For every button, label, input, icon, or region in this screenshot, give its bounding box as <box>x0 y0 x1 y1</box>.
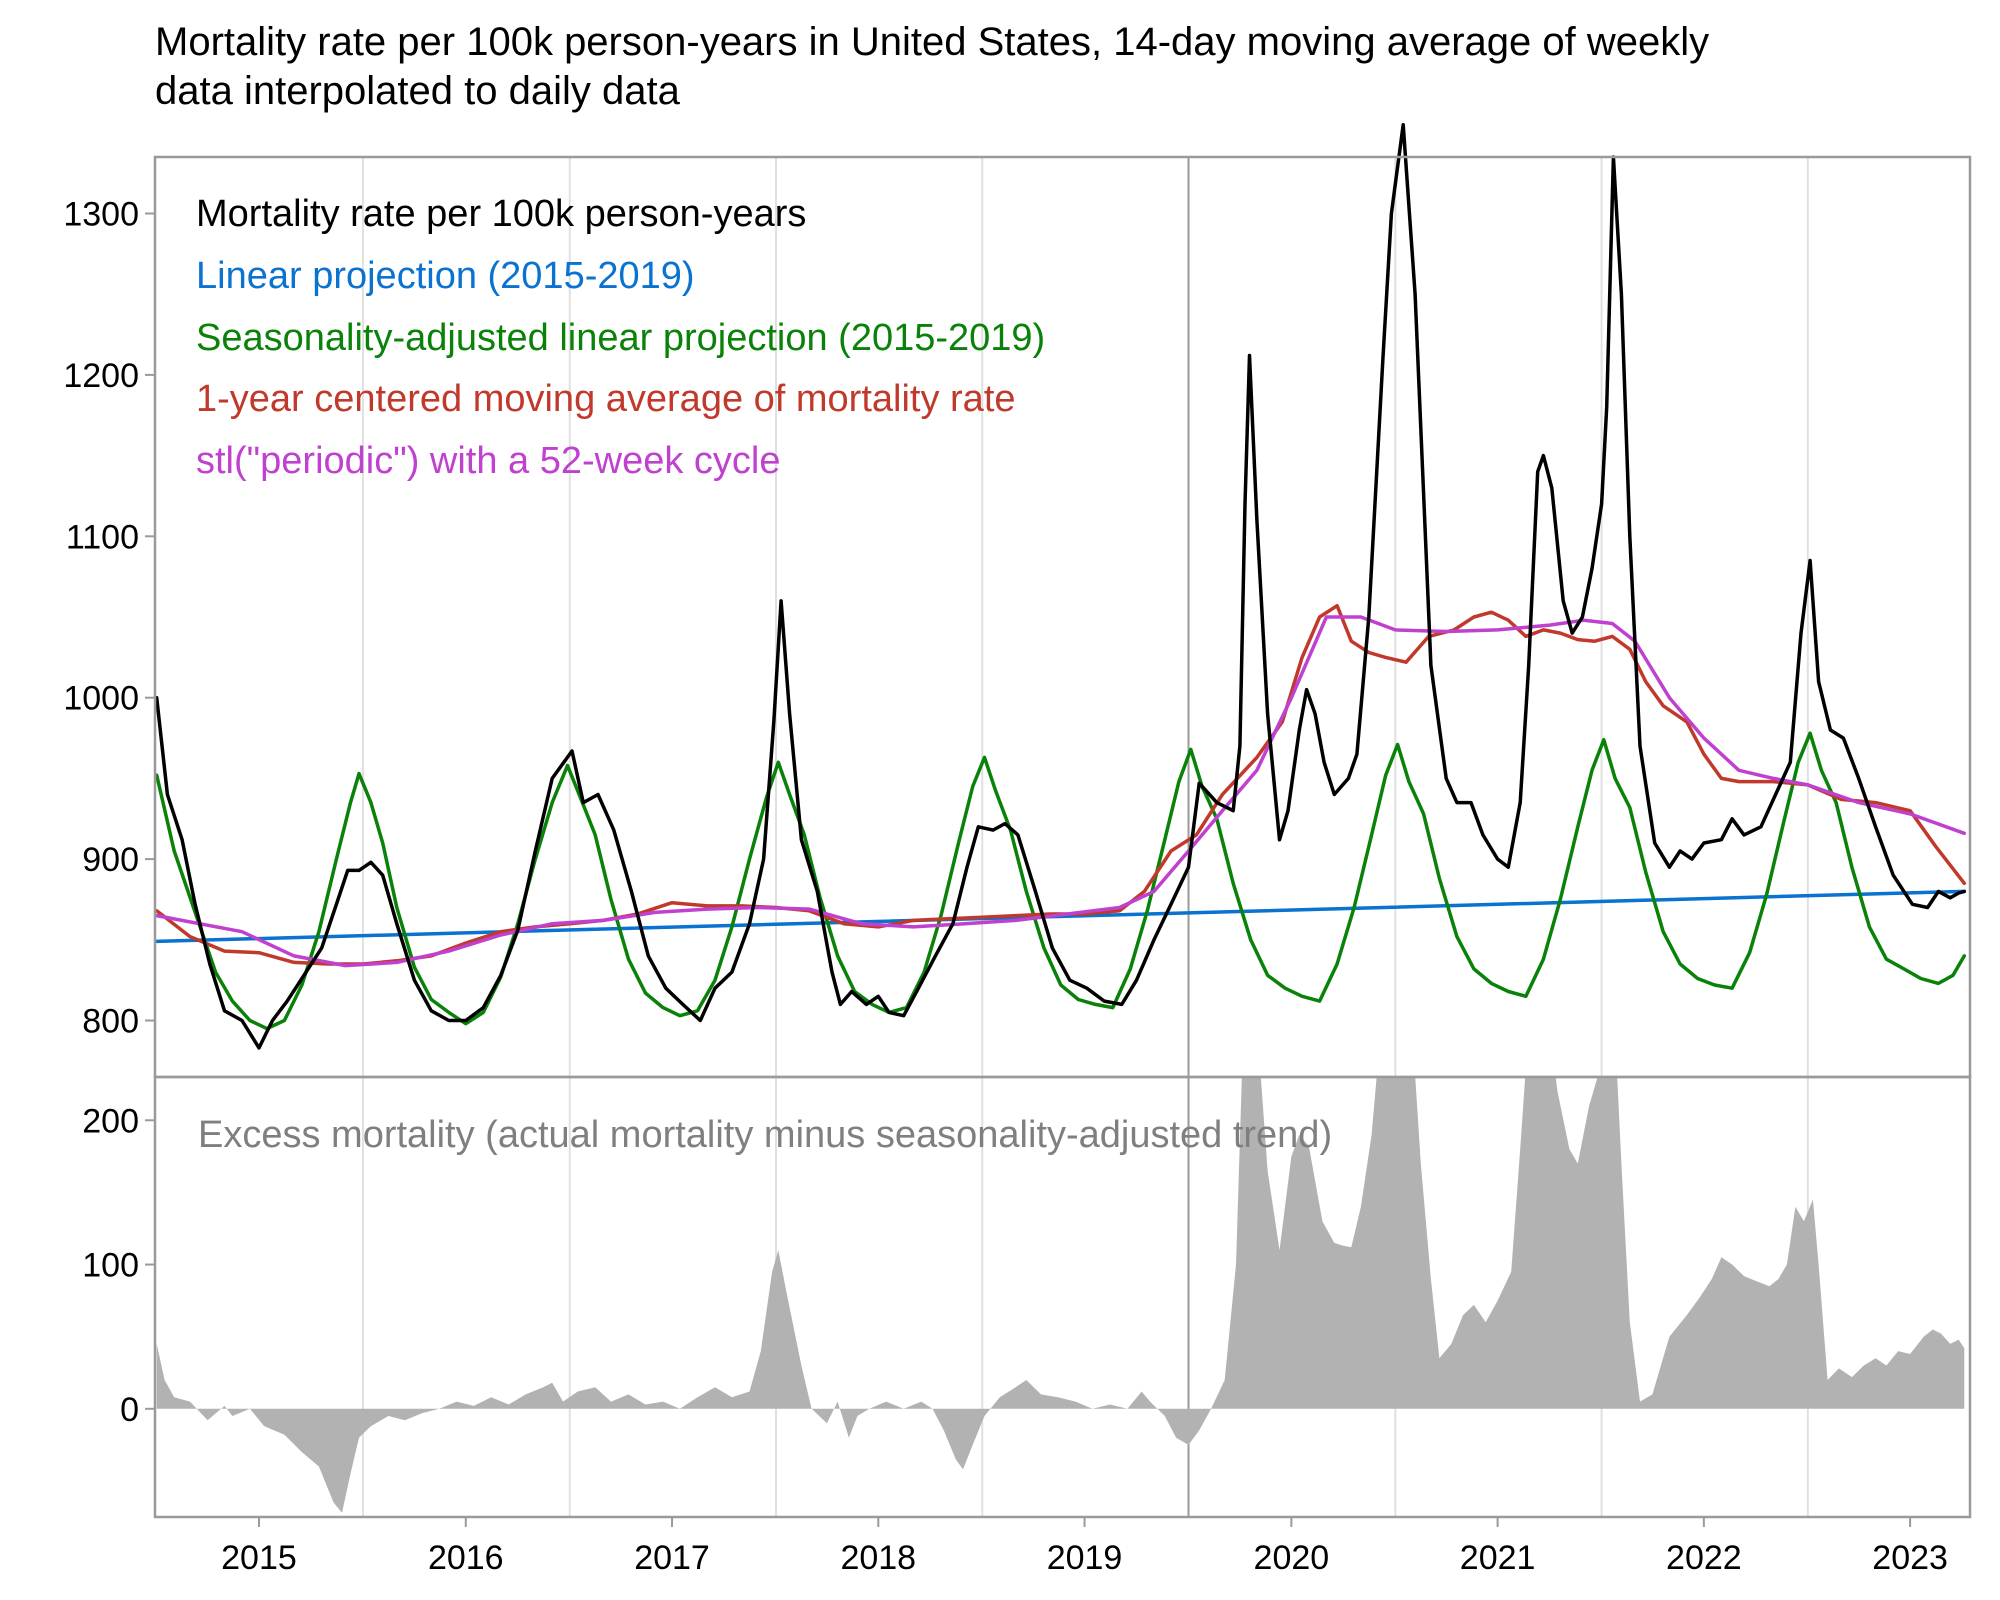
series-line-mortality-rate <box>155 122 1967 1050</box>
excess-mortality-area <box>156 1077 1965 1513</box>
legend-entry-stl: stl("periodic") with a 52-week cycle <box>196 440 781 482</box>
top-y-tick-label-1200: 1200 <box>63 357 139 395</box>
x-tick-label-2018: 2018 <box>840 1539 916 1577</box>
bottom-y-axis: 0 100 200 <box>82 1102 155 1429</box>
x-tick-label-2015: 2015 <box>221 1539 297 1577</box>
x-tick-label-2020: 2020 <box>1254 1539 1330 1577</box>
x-tick-label-2022: 2022 <box>1666 1539 1742 1577</box>
top-y-tick-label-1000: 1000 <box>63 680 139 718</box>
excess-mortality-area-path <box>156 1077 1965 1513</box>
bottom-y-tick-label-100: 100 <box>82 1247 139 1285</box>
chart-title-line-1: Mortality rate per 100k person-years in … <box>155 20 1709 64</box>
bottom-y-tick-label-0: 0 <box>120 1391 139 1429</box>
x-tick-label-2021: 2021 <box>1460 1539 1536 1577</box>
bottom-y-tick-label-200: 200 <box>82 1102 139 1140</box>
x-tick-label-2019: 2019 <box>1047 1539 1123 1577</box>
top-y-tick-label-900: 900 <box>82 841 139 879</box>
top-y-tick-label-1300: 1300 <box>63 195 139 233</box>
chart-title-line-2: data interpolated to daily data <box>155 69 681 113</box>
bottom-panel-border <box>153 1075 1972 1519</box>
excess-mortality-label: Excess mortality (actual mortality minus… <box>198 1114 1332 1156</box>
legend: Mortality rate per 100k person-years Lin… <box>196 193 1045 482</box>
x-axis: 2015 2016 2017 2018 2019 2020 2021 2022 2023 <box>221 1517 1948 1577</box>
x-tick-label-2016: 2016 <box>428 1539 504 1577</box>
series-line-stl <box>155 615 1967 968</box>
x-tick-label-2023: 2023 <box>1872 1539 1948 1577</box>
x-tick-label-2017: 2017 <box>634 1539 710 1577</box>
legend-entry-linear-projection: Linear projection (2015-2019) <box>196 255 695 297</box>
top-y-axis: 800 900 1000 1100 1200 1300 <box>63 195 155 1041</box>
top-panel-series <box>155 122 1967 1050</box>
legend-entry-moving-average: 1-year centered moving average of mortal… <box>196 378 1016 420</box>
top-y-tick-label-1100: 1100 <box>66 518 139 556</box>
top-y-tick-label-800: 800 <box>82 1003 139 1041</box>
legend-entry-mortality: Mortality rate per 100k person-years <box>196 193 806 235</box>
legend-entry-seasonality-adjusted: Seasonality-adjusted linear projection (… <box>196 317 1045 359</box>
plot-background <box>155 157 1970 1517</box>
